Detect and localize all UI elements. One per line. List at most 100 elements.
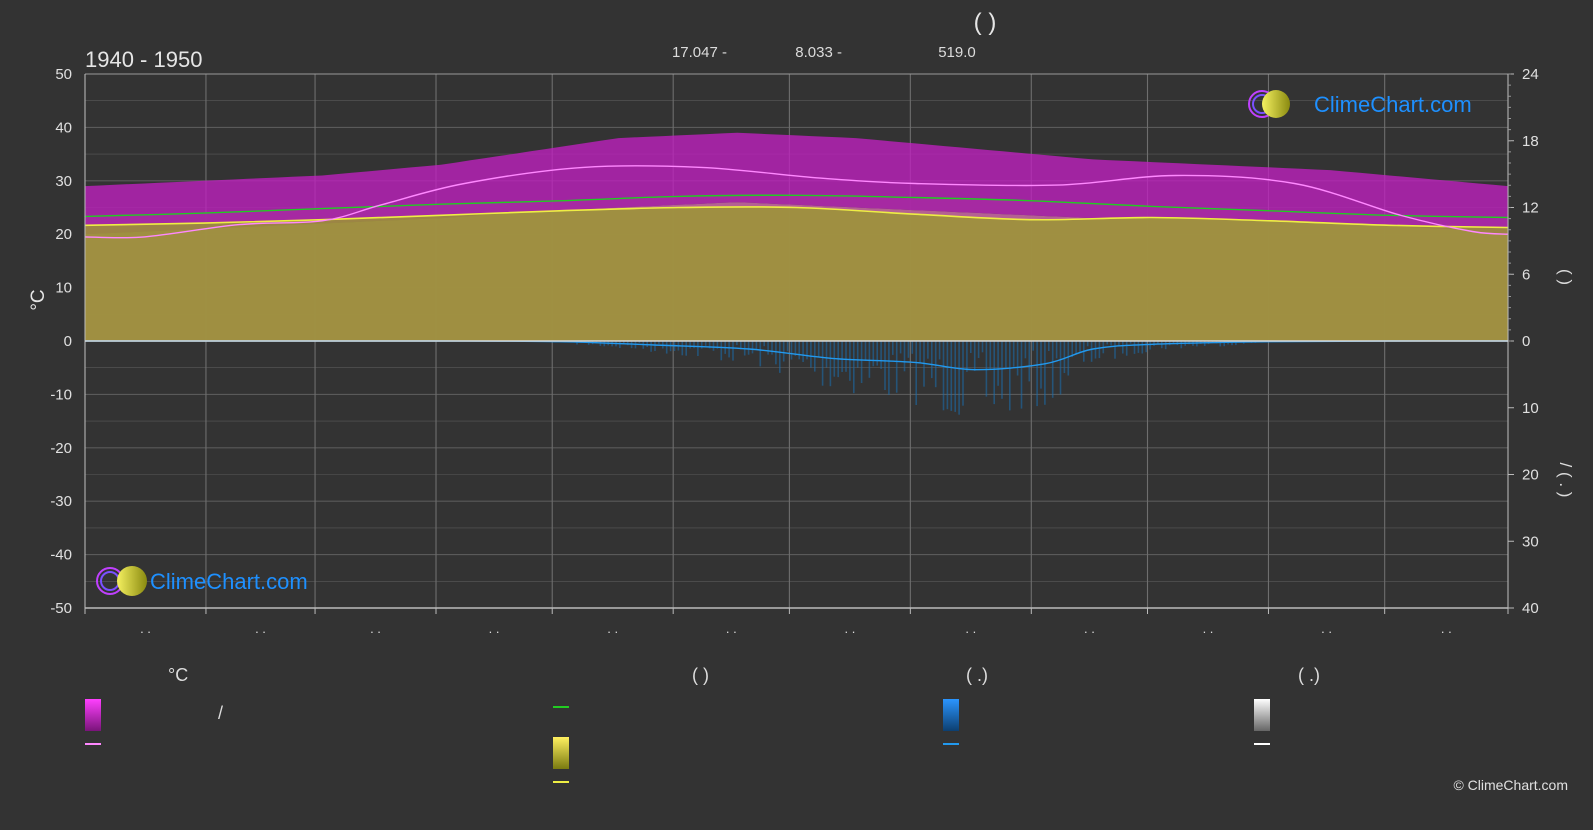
precip-bar — [1012, 341, 1015, 367]
chart-title: ( ) — [974, 9, 997, 36]
x-tick-label: . . — [1084, 621, 1095, 636]
y-right-bottom-tick-label: 30 — [1522, 533, 1539, 550]
precip-bar — [646, 341, 648, 347]
precip-bar — [1235, 341, 1237, 346]
precip-bar — [950, 341, 953, 411]
precip-bar — [732, 341, 734, 361]
precip-bar — [786, 341, 789, 352]
precip-bar — [888, 341, 890, 395]
precip-bar — [817, 341, 820, 357]
precip-bar — [884, 341, 886, 390]
precip-bar — [981, 341, 984, 353]
brand-logo-bottom[interactable]: ClimeChart.com — [96, 566, 308, 596]
precip-line — [84, 340, 1509, 371]
precip-bar — [1106, 341, 1108, 345]
precip-bar — [1219, 341, 1222, 347]
precip-bar — [1048, 341, 1050, 351]
precip-bar — [704, 341, 707, 346]
precip-bar — [829, 341, 832, 387]
precip-bar — [810, 341, 812, 368]
y-left-tick-label: -40 — [50, 547, 72, 564]
precip-bar — [767, 341, 769, 355]
precip-bar — [1024, 341, 1027, 359]
precip-bar — [1094, 341, 1097, 359]
copyright: © ClimeChart.com — [1453, 777, 1568, 793]
precip-bar — [1016, 341, 1019, 376]
precip-bar — [747, 341, 750, 355]
precip-bar — [654, 341, 656, 351]
precip-bar — [970, 341, 972, 353]
precip-bar — [638, 341, 641, 343]
precip-bar — [802, 341, 804, 362]
precip-bar — [1090, 341, 1093, 362]
stat-3: 519.0 — [938, 44, 976, 61]
precip-bar — [681, 341, 684, 356]
y-left-tick-label: 40 — [55, 119, 72, 136]
precip-bar — [931, 341, 933, 379]
precip-bar — [966, 341, 968, 372]
precip-bar — [1149, 341, 1151, 350]
y-right-top-tick-label: 6 — [1522, 266, 1530, 283]
y-left-tick-label: -20 — [50, 440, 72, 457]
legend-swatch-sunshine — [553, 737, 569, 769]
precip-bar — [1118, 341, 1120, 346]
precip-bar — [790, 341, 793, 360]
legend-header-snow: ( .) — [1298, 665, 1320, 685]
precip-bar — [899, 341, 902, 354]
legend-temp-range-label: / — [218, 703, 224, 723]
y-right-top-tick-label: 24 — [1522, 66, 1539, 83]
legend-header-precipitation: ( .) — [966, 665, 988, 685]
x-tick-label: . . — [255, 621, 266, 636]
bands-layer — [85, 132, 1508, 415]
precip-bar — [751, 341, 754, 354]
precip-bar — [759, 341, 762, 367]
y-right-top-label: ( ) — [1556, 269, 1575, 285]
precip-bar — [626, 341, 629, 346]
brand-logo-top[interactable]: ClimeChart.com — [1248, 90, 1472, 118]
precip-bar — [1044, 341, 1046, 405]
precip-bar — [977, 341, 980, 358]
precip-bar — [740, 341, 742, 350]
precip-bar — [1203, 341, 1206, 346]
precip-bar — [623, 341, 625, 344]
y-left-label: °C — [28, 289, 49, 310]
precip-bar — [821, 341, 824, 386]
precip-bar — [689, 341, 691, 349]
precip-bar — [806, 341, 808, 360]
y-right-bottom-label: / ( . ) — [1556, 463, 1575, 498]
x-tick-label: . . — [140, 621, 151, 636]
precip-bar — [1231, 341, 1233, 346]
precip-bar — [993, 341, 995, 405]
precip-bar — [665, 341, 668, 354]
y-right-top-tick-label: 0 — [1522, 333, 1530, 350]
y-left-tick-label: 30 — [55, 173, 72, 190]
precip-bar — [1196, 341, 1198, 347]
logo-text: ClimeChart.com — [1314, 92, 1472, 117]
precip-bar — [1067, 341, 1070, 376]
precip-bar — [1141, 341, 1144, 354]
precip-bar — [1001, 341, 1003, 399]
x-tick-label: . . — [1321, 621, 1332, 636]
precip-bar — [927, 341, 929, 359]
legend-swatch-snow — [1254, 699, 1270, 731]
logo-sun-icon — [1262, 90, 1290, 118]
precip-bar — [1032, 341, 1034, 351]
legend-swatch-precip-line — [943, 743, 959, 745]
x-tick-label: . . — [370, 621, 381, 636]
legend-swatch-snow-line — [1254, 743, 1270, 745]
precip-bar — [736, 341, 738, 346]
precip-bar — [1164, 341, 1167, 350]
precip-bar — [934, 341, 937, 388]
precip-bar — [1009, 341, 1011, 411]
precip-bar — [771, 341, 773, 355]
precip-bar — [1086, 341, 1089, 347]
stat-2: 8.033 - — [795, 44, 842, 61]
legend-swatch-sunshine-line — [553, 781, 569, 783]
precip-bar — [872, 341, 875, 367]
y-right-bottom-tick-label: 10 — [1522, 400, 1539, 417]
precip-bar — [1055, 341, 1058, 359]
precip-bar — [946, 341, 949, 410]
y-left-tick-label: 10 — [55, 280, 72, 297]
precip-bar — [962, 341, 964, 406]
legend-swatch-max-temp — [85, 743, 101, 745]
